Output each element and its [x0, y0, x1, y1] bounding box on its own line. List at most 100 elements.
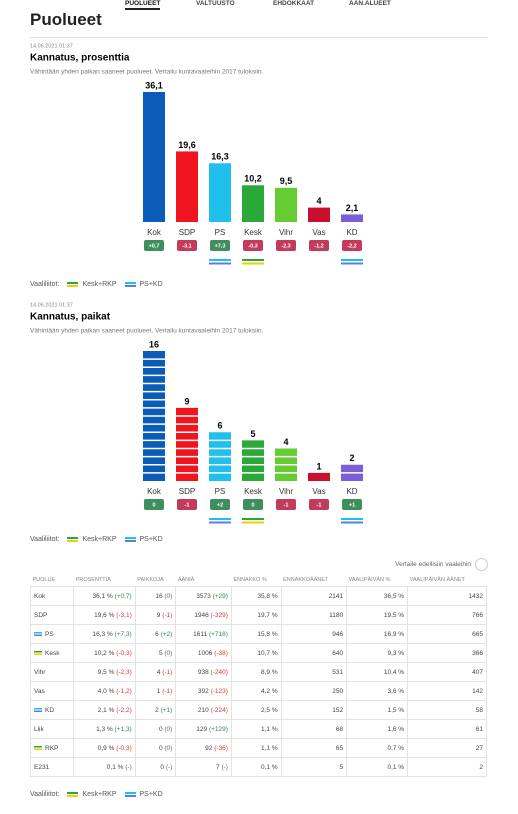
- cell-value: 1,1 %: [261, 725, 278, 733]
- value-label: 1: [316, 461, 321, 471]
- table-cell: 1,3 % (+1,3): [73, 719, 136, 739]
- category-label: Vihr: [279, 228, 293, 237]
- table-cell: 250: [280, 681, 348, 701]
- chart-subtitle: Vähintään yhden paikan saaneet puolueet.…: [30, 328, 264, 335]
- cell-change: (-2,3): [116, 668, 132, 676]
- table-cell: 1 (-1): [134, 681, 177, 701]
- cell-value: 36,1 %: [92, 592, 113, 600]
- nav-tab[interactable]: EHDOKKAAT: [273, 0, 315, 7]
- legend: Vaaliliitot: Kesk+RKP PS+KD: [30, 791, 163, 798]
- cell-value: 65: [335, 744, 344, 752]
- table-cell: 4,0 % (-1,2): [73, 681, 136, 701]
- cell-value: 7: [216, 763, 220, 771]
- cell-change: (-36): [214, 744, 228, 752]
- party-name: Kesk: [45, 649, 60, 657]
- category-label: SDP: [179, 228, 195, 237]
- chart-title: Kannatus, prosenttia: [30, 53, 130, 64]
- cell-change: (-224): [210, 706, 228, 714]
- change-badge: [342, 499, 362, 510]
- alliance-icon: [34, 707, 42, 712]
- value-label: 36,1: [145, 80, 163, 90]
- cell-value: 0,9 %: [97, 744, 115, 752]
- table-cell: 407: [407, 662, 487, 682]
- alliance-stripe: [341, 521, 363, 524]
- alliance-stripe: [242, 518, 264, 520]
- cell-value: 0,1 %: [387, 763, 405, 771]
- change-badge: [177, 499, 197, 510]
- table-cell: 531: [280, 662, 348, 682]
- cell-value: 16,9 %: [383, 630, 405, 638]
- table-cell: 1,1 %: [230, 719, 282, 739]
- separator: [30, 37, 488, 38]
- cell-value: 407: [472, 668, 483, 676]
- change-label: +2: [217, 502, 223, 508]
- compare-toggle[interactable]: Vertaile edellisiin vaaleihin: [395, 558, 488, 571]
- cell-change: (-0,3): [116, 744, 132, 752]
- table-cell: 766: [407, 605, 487, 625]
- legend: Vaaliliitot: Kesk+RKP PS+KD: [30, 281, 163, 288]
- category-label: Vas: [312, 228, 325, 237]
- nav-tab[interactable]: PUOLUEET: [125, 0, 161, 10]
- table-cell: 8,9 %: [230, 662, 282, 682]
- table-cell: 0 (0): [134, 738, 177, 758]
- legend-label: Vaaliliitot:: [30, 791, 60, 798]
- cell-value: 1006: [197, 649, 213, 657]
- change-label: +1: [349, 502, 355, 508]
- timestamp: 14.06.2021 01:37: [30, 302, 73, 308]
- change-badge: [309, 240, 329, 251]
- cell-value: 4: [156, 668, 161, 676]
- legend-swatch: [124, 537, 136, 542]
- table-cell: 1,1 %: [230, 738, 282, 758]
- alliance-stripe: [242, 259, 264, 261]
- cell-value: 15,8 %: [257, 630, 278, 638]
- nav-tab[interactable]: VALTUUSTO: [196, 0, 235, 7]
- party-name: SDP: [34, 611, 48, 619]
- change-badge: [276, 499, 296, 510]
- table-cell: 65: [280, 738, 348, 758]
- nav-tab[interactable]: ÄÄN.ALUEET: [349, 0, 391, 7]
- value-label: 16,3: [211, 152, 229, 162]
- category-label: Kok: [147, 228, 162, 237]
- change-label: -1,2: [314, 243, 323, 249]
- column-header: PAIKKOJA: [137, 577, 164, 583]
- cell-change: (0): [164, 592, 173, 600]
- change-badge: [309, 499, 329, 510]
- cell-value: 19,5 %: [383, 611, 405, 619]
- value-label: 2,1: [346, 203, 359, 213]
- cell-change: (-123): [210, 687, 228, 695]
- category-label: PS: [215, 228, 226, 237]
- cell-value: 92: [205, 744, 213, 752]
- cell-value: 665: [472, 630, 483, 638]
- change-label: -2,3: [281, 243, 290, 249]
- category-label: SDP: [179, 487, 195, 496]
- cell-value: 35,8 %: [257, 592, 278, 600]
- cell-value: 0: [160, 763, 165, 771]
- table-cell: 1,5 %: [346, 700, 409, 720]
- cell-value: 58: [475, 706, 483, 714]
- change-badge: [243, 240, 263, 251]
- cell-change: (-0,3): [116, 649, 132, 657]
- table-cell: 392 (-123): [175, 681, 232, 701]
- value-label: 5: [250, 429, 255, 439]
- category-label: Kesk: [244, 228, 263, 237]
- page-title: Puolueet: [30, 10, 102, 29]
- alliance-stripe: [242, 521, 264, 524]
- cell-value: 250: [332, 687, 344, 695]
- cell-change: (-329): [210, 611, 228, 619]
- table-cell: 1946 (-329): [175, 605, 232, 625]
- cell-value: 16,3 %: [92, 630, 113, 638]
- cell-value: 36,5 %: [383, 592, 405, 600]
- cell-value: 0: [158, 744, 163, 752]
- change-label: -1: [284, 502, 289, 508]
- cell-value: 129: [196, 725, 208, 733]
- change-badge: [243, 499, 263, 510]
- bar: [209, 163, 231, 222]
- table-cell: 10,4 %: [346, 662, 409, 682]
- cell-value: 9,3 %: [387, 649, 405, 657]
- legend-swatch: [124, 792, 136, 797]
- table-cell: PS: [29, 624, 75, 644]
- toggle-switch[interactable]: [475, 558, 488, 571]
- legend-entry: PS+KD: [139, 536, 163, 543]
- category-label: KD: [346, 487, 357, 496]
- table-row: Vihr 9,5 % (-2,3) 4 (-1) 938 (-240) 8,9 % 531…: [29, 662, 487, 682]
